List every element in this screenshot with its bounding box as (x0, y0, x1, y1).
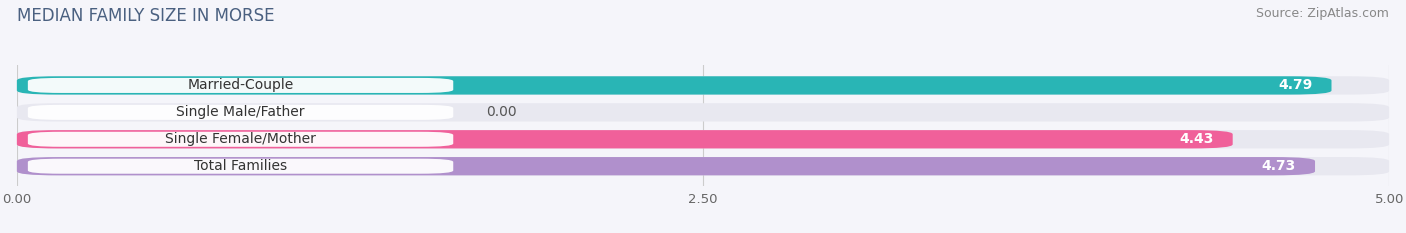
Text: Married-Couple: Married-Couple (187, 79, 294, 93)
FancyBboxPatch shape (28, 105, 453, 120)
FancyBboxPatch shape (28, 159, 453, 174)
FancyBboxPatch shape (17, 130, 1389, 148)
FancyBboxPatch shape (17, 157, 1315, 175)
FancyBboxPatch shape (17, 76, 1331, 95)
Text: 4.43: 4.43 (1180, 132, 1213, 146)
Text: Source: ZipAtlas.com: Source: ZipAtlas.com (1256, 7, 1389, 20)
Text: Total Families: Total Families (194, 159, 287, 173)
FancyBboxPatch shape (17, 103, 1389, 122)
FancyBboxPatch shape (28, 132, 453, 147)
Text: 4.79: 4.79 (1278, 79, 1312, 93)
FancyBboxPatch shape (28, 78, 453, 93)
Text: MEDIAN FAMILY SIZE IN MORSE: MEDIAN FAMILY SIZE IN MORSE (17, 7, 274, 25)
Text: 0.00: 0.00 (486, 105, 517, 119)
FancyBboxPatch shape (17, 157, 1389, 175)
FancyBboxPatch shape (17, 76, 1389, 95)
FancyBboxPatch shape (17, 130, 1233, 148)
Text: Single Female/Mother: Single Female/Mother (165, 132, 316, 146)
Text: 4.73: 4.73 (1261, 159, 1296, 173)
Text: Single Male/Father: Single Male/Father (176, 105, 305, 119)
